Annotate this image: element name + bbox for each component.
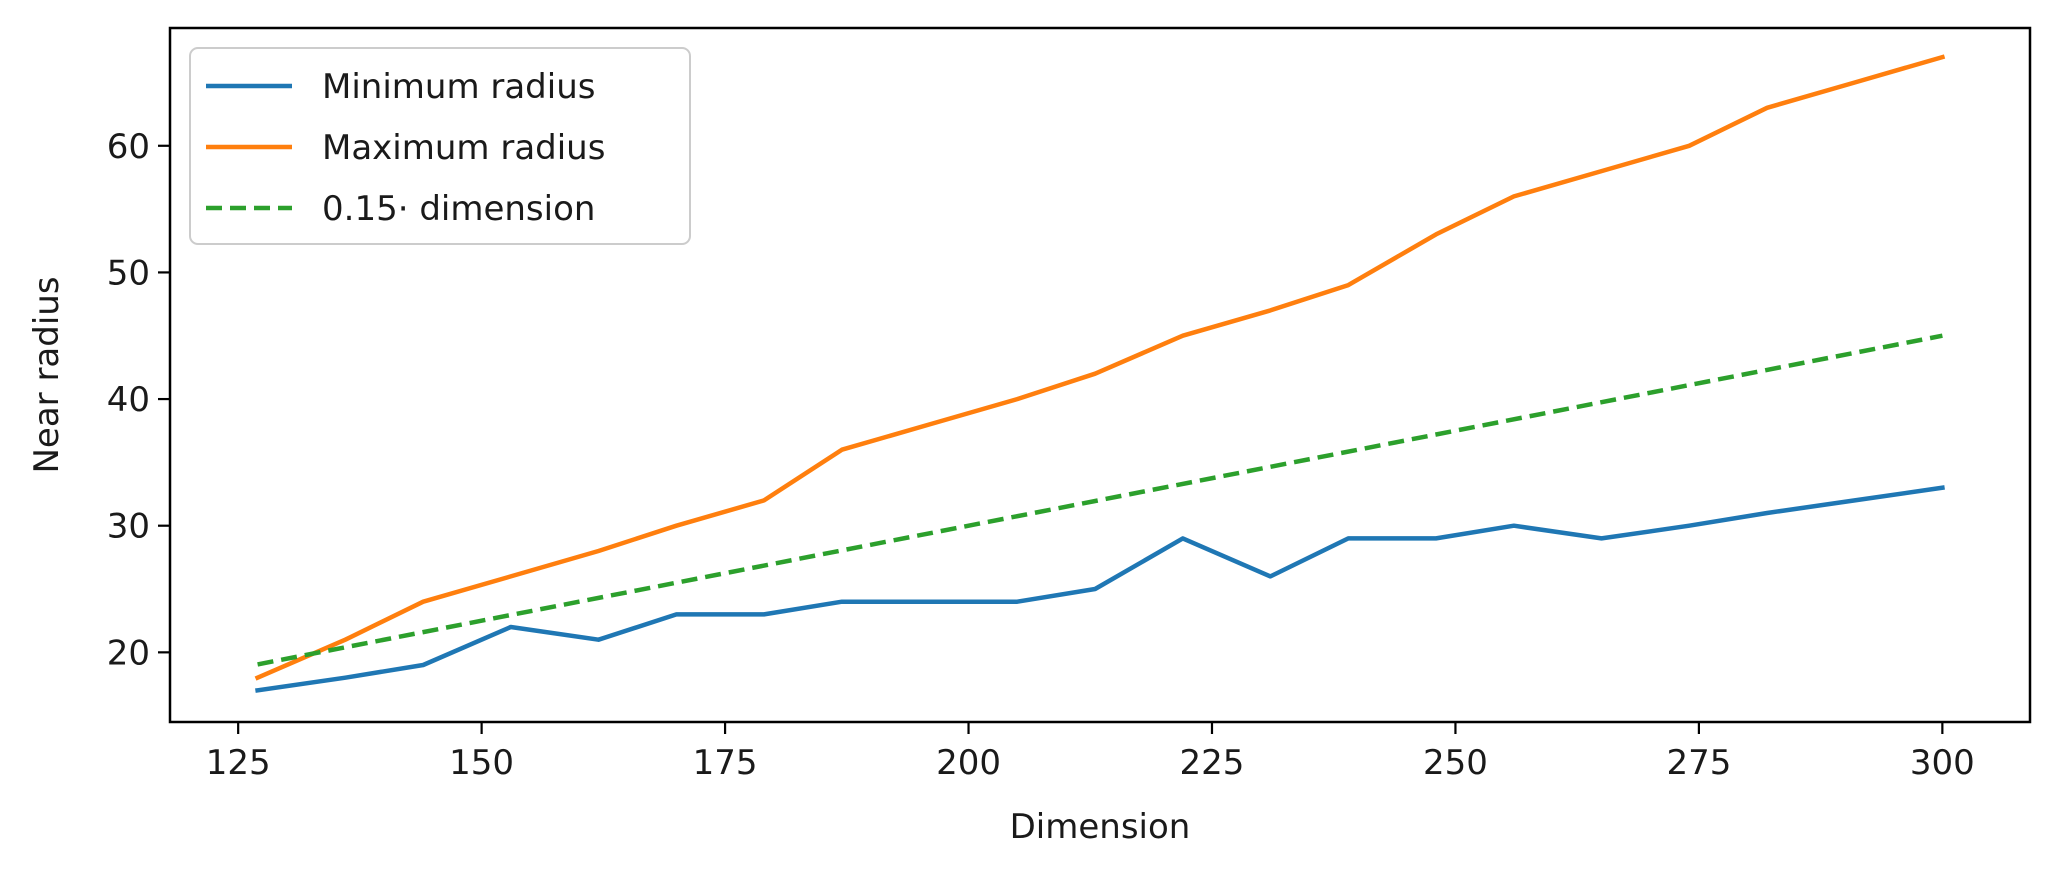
x-axis-label: Dimension — [1010, 807, 1191, 847]
series-line-2 — [257, 333, 1943, 667]
series-line-0 — [255, 485, 1945, 693]
y-tick-label: 20 — [107, 633, 150, 673]
x-tick-label: 175 — [693, 743, 758, 783]
y-axis-label: Near radius — [27, 276, 67, 473]
legend-label-0: Minimum radius — [322, 67, 595, 107]
x-tick-label: 150 — [449, 743, 514, 783]
x-tick-label: 125 — [206, 743, 271, 783]
x-tick-label: 275 — [1666, 743, 1731, 783]
x-tick-label: 250 — [1423, 743, 1488, 783]
y-tick-label: 40 — [107, 380, 150, 420]
plot-frame — [168, 26, 2032, 724]
x-tick-label: 200 — [936, 743, 1001, 783]
x-tick-label: 225 — [1180, 743, 1245, 783]
y-tick-label: 30 — [107, 507, 150, 547]
y-tick-label: 60 — [107, 127, 150, 167]
x-tick-label: 300 — [1910, 743, 1975, 783]
series-line-1 — [254, 54, 1946, 681]
legend-box — [189, 47, 691, 245]
series-group — [254, 54, 1946, 693]
legend-label-1: Maximum radius — [322, 128, 605, 168]
legend: Minimum radius Maximum radius 0.15· dimens… — [189, 47, 691, 245]
x-axis: 125 150 175 200 225 250 275 300 — [206, 722, 1975, 783]
y-tick-label: 50 — [107, 253, 150, 293]
y-axis: 20 30 40 50 60 — [107, 127, 170, 673]
legend-label-2: 0.15· dimension — [322, 189, 595, 229]
